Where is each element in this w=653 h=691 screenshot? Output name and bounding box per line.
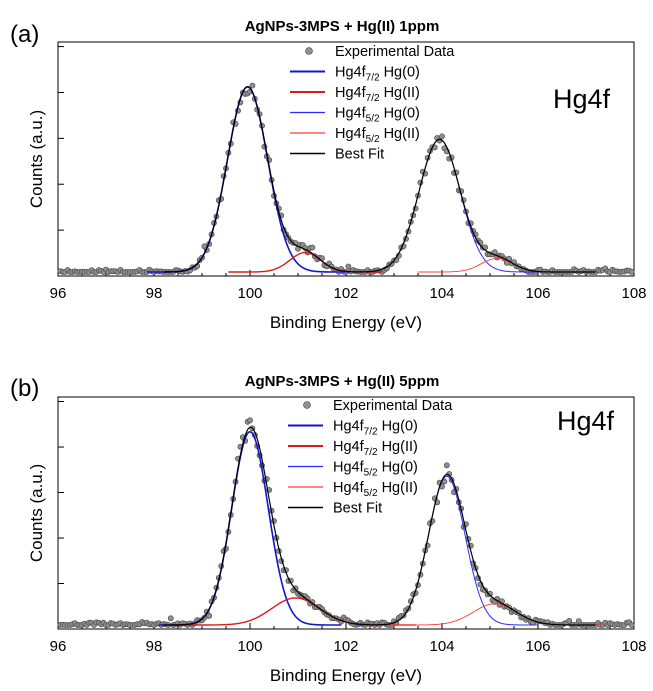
x-axis-label: Binding Energy (eV) [270,666,422,685]
legend-text: Hg4f [333,460,365,476]
legend-marker-experimental [305,47,313,55]
legend-text: Hg4f [335,65,367,81]
x-axis-label: Binding Energy (eV) [270,313,422,332]
experimental-data-point [443,462,450,469]
legend-entry-5: Best Fit [333,501,382,517]
component-curve-hg4f52_hg0 [355,475,538,626]
x-tick-label: 104 [429,285,454,302]
legend-subscript: 5/2 [366,134,380,145]
x-tick-label: 98 [146,638,163,655]
component-curve-hg4f72_hg0 [146,85,349,273]
chart-title: AgNPs-3MPS + Hg(II) 5ppm [245,373,440,390]
legend-text: Hg4f [335,106,367,122]
experimental-data-point [628,268,635,275]
x-tick-label: 106 [525,285,550,302]
legend-entry-3: Hg4f5/2 Hg(0) [335,106,420,125]
legend-subscript: 7/2 [364,447,378,458]
legend-text-tail: Hg(0) [378,419,418,435]
component-curve-hg4f72_hg0 [158,430,342,626]
legend-entry-2: Hg4f7/2 Hg(II) [333,439,418,458]
legend-text-tail: Hg(II) [378,480,418,496]
legend-entry-1: Hg4f7/2 Hg(0) [333,419,418,438]
legend-subscript: 5/2 [364,468,378,479]
legend-entry-0: Experimental Data [335,44,455,60]
legend-marker-experimental [303,401,311,409]
legend-text-tail: Hg(0) [380,106,420,122]
x-tick-label: 102 [333,638,358,655]
legend-text: Best Fit [335,147,384,163]
y-axis-label: Counts (a.u.) [27,464,46,562]
experimental-data-point [206,612,213,619]
experimental-data-point [487,590,493,597]
chart-title: AgNPs-3MPS + Hg(II) 1ppm [245,18,440,35]
legend-text-tail: Hg(II) [380,85,420,101]
legend-text-tail: Hg(II) [378,439,418,455]
legend-subscript: 7/2 [366,93,380,104]
chart-panel-1: (b) AgNPs-3MPS + Hg(II) 5ppm Hg4f 96 98 100 10… [10,373,647,685]
panel-label: (b) [10,375,39,402]
legend-entry-1: Hg4f7/2 Hg(0) [335,65,420,84]
experimental-data-point [439,133,445,140]
panel-label: (a) [10,21,39,48]
legend-subscript: 7/2 [364,427,378,438]
x-tick-label: 108 [621,285,646,302]
experimental-data-point [167,615,174,622]
legend-subscript: 5/2 [366,114,380,125]
x-tick-label: 104 [429,638,454,655]
legend-text: Hg4f [333,419,365,435]
legend-text-tail: Hg(0) [380,65,420,81]
x-tick-label: 96 [50,638,67,655]
chart-panel-0: (a) AgNPs-3MPS + Hg(II) 1ppm Hg4f 96 98 100 10… [10,18,647,332]
legend-text: Hg4f [333,480,365,496]
legend-subscript: 5/2 [364,488,378,499]
legend-entry-3: Hg4f5/2 Hg(0) [333,460,418,479]
legend-text: Experimental Data [333,398,453,414]
legend-entry-4: Hg4f5/2 Hg(II) [333,480,418,499]
core-level-annotation: Hg4f [553,84,611,114]
x-tick-label: 98 [146,285,163,302]
best-fit-curve [163,426,596,626]
core-level-annotation: Hg4f [557,406,615,436]
y-axis-label: Counts (a.u.) [27,110,46,208]
experimental-data-point [249,82,256,89]
experimental-data-point [628,622,635,628]
experimental-data-point [247,417,253,424]
legend-entry-0: Experimental Data [333,398,453,414]
legend-text-tail: Hg(II) [380,126,420,142]
experimental-data-point [345,263,352,270]
x-tick-label: 106 [525,638,550,655]
x-tick-label: 100 [237,638,262,655]
x-tick-label: 108 [621,638,646,655]
legend-entry-2: Hg4f7/2 Hg(II) [335,85,420,104]
legend-text-tail: Hg(0) [378,460,418,476]
legend-entry-4: Hg4f5/2 Hg(II) [335,126,420,145]
x-tick-label: 100 [237,285,262,302]
legend-text: Experimental Data [335,44,455,60]
best-fit-curve [163,86,596,273]
legend-entry-5: Best Fit [335,147,384,163]
legend-text: Hg4f [335,85,367,101]
experimental-data-point [309,244,316,251]
legend-text: Hg4f [335,126,367,142]
x-tick-label: 102 [333,285,358,302]
legend-subscript: 7/2 [366,73,380,84]
legend-text: Best Fit [333,501,382,517]
legend-text: Hg4f [333,439,365,455]
x-tick-label: 96 [50,285,67,302]
